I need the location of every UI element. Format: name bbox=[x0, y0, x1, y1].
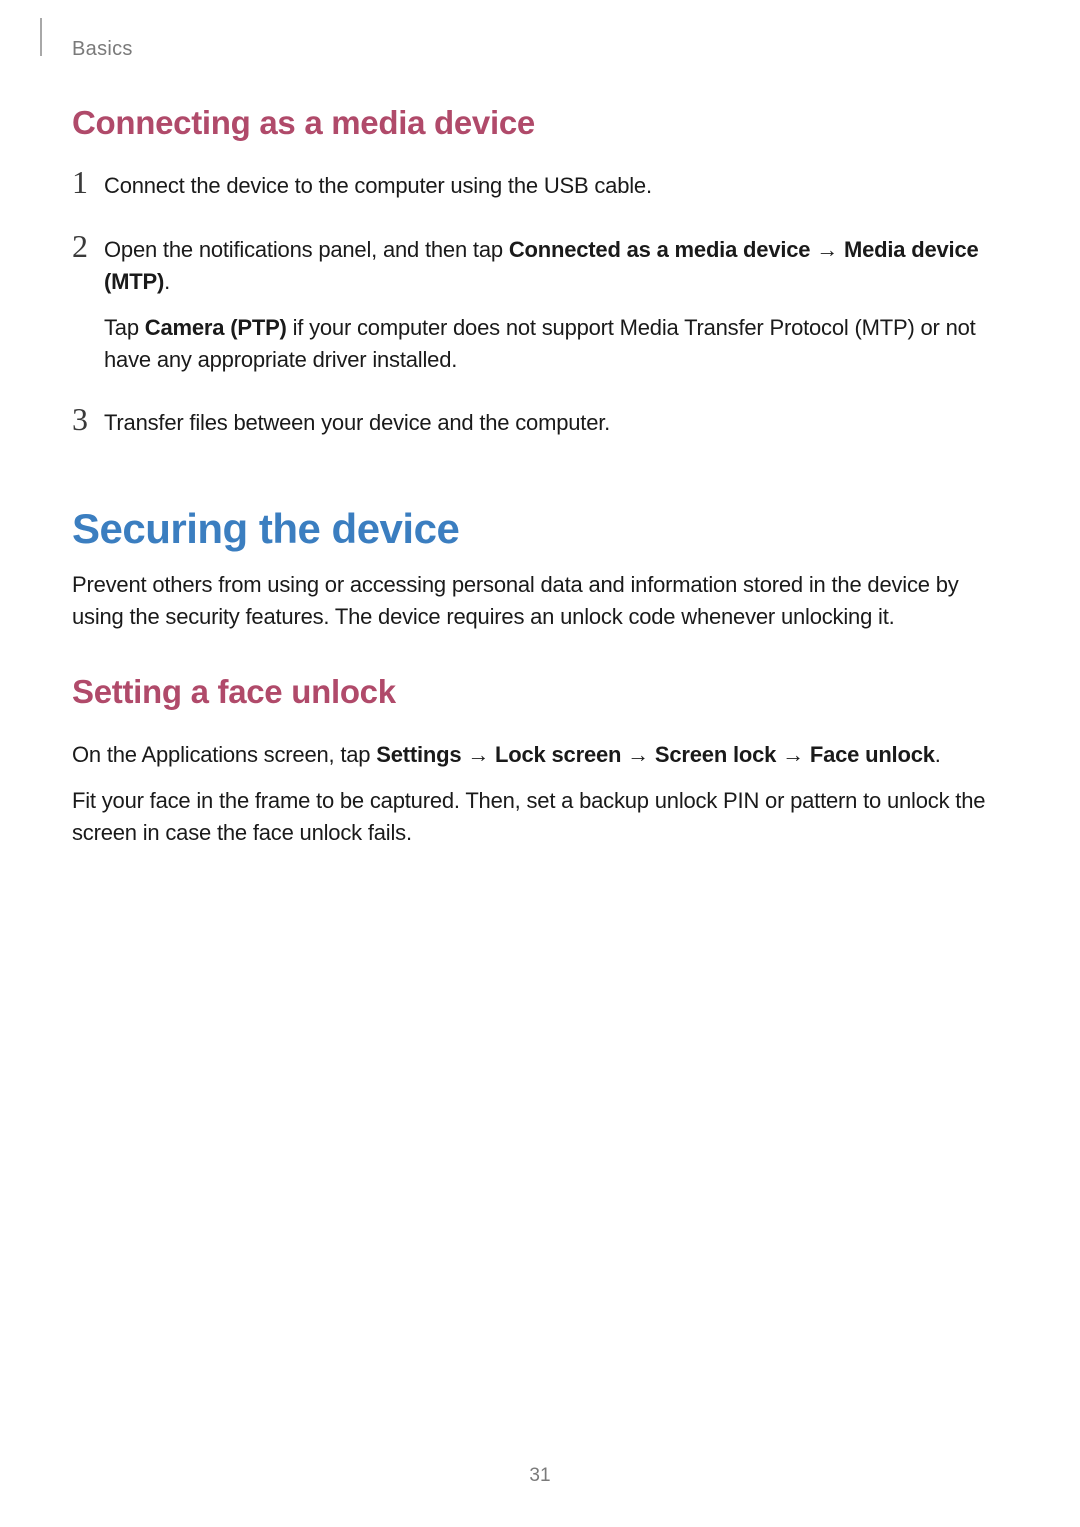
bold-run: Face unlock bbox=[810, 742, 935, 767]
step-body: Transfer files between your device and t… bbox=[104, 407, 1008, 453]
page-content: Connecting as a media device 1Connect th… bbox=[72, 104, 1008, 863]
heading-face-unlock: Setting a face unlock bbox=[72, 673, 1008, 711]
text-run: . bbox=[935, 742, 941, 767]
step-number: 3 bbox=[72, 403, 104, 435]
step-body: Connect the device to the computer using… bbox=[104, 170, 1008, 216]
bold-run: Camera (PTP) bbox=[145, 315, 287, 340]
body-paragraph: On the Applications screen, tap Settings… bbox=[72, 739, 1008, 771]
text-run: Tap bbox=[104, 315, 145, 340]
arrow-run: → bbox=[621, 742, 655, 767]
text-run: On the Applications screen, tap bbox=[72, 742, 376, 767]
step-number: 1 bbox=[72, 166, 104, 198]
header-divider bbox=[40, 18, 42, 56]
step-paragraph: Connect the device to the computer using… bbox=[104, 170, 1008, 202]
arrow-run: → bbox=[810, 237, 844, 262]
step-paragraph: Tap Camera (PTP) if your computer does n… bbox=[104, 312, 1008, 376]
text-run: Open the notifications panel, and then t… bbox=[104, 237, 509, 262]
arrow-run: → bbox=[776, 742, 810, 767]
text-run: Transfer files between your device and t… bbox=[104, 410, 610, 435]
bold-run: Connected as a media device bbox=[509, 237, 811, 262]
body-paragraph: Fit your face in the frame to be capture… bbox=[72, 785, 1008, 849]
numbered-steps: 1Connect the device to the computer usin… bbox=[72, 170, 1008, 453]
numbered-step: 3Transfer files between your device and … bbox=[72, 407, 1008, 453]
numbered-step: 2Open the notifications panel, and then … bbox=[72, 234, 1008, 390]
text-run: . bbox=[164, 269, 170, 294]
heading-connecting: Connecting as a media device bbox=[72, 104, 1008, 142]
step-paragraph: Open the notifications panel, and then t… bbox=[104, 234, 1008, 298]
step-number: 2 bbox=[72, 230, 104, 262]
arrow-run: → bbox=[461, 742, 495, 767]
heading-securing: Securing the device bbox=[72, 505, 1008, 553]
face-unlock-paragraphs: On the Applications screen, tap Settings… bbox=[72, 739, 1008, 849]
numbered-step: 1Connect the device to the computer usin… bbox=[72, 170, 1008, 216]
bold-run: Lock screen bbox=[495, 742, 621, 767]
step-paragraph: Transfer files between your device and t… bbox=[104, 407, 1008, 439]
bold-run: Settings bbox=[376, 742, 461, 767]
bold-run: Screen lock bbox=[655, 742, 776, 767]
header-section-label: Basics bbox=[72, 38, 133, 61]
securing-intro: Prevent others from using or accessing p… bbox=[72, 569, 1008, 633]
text-run: Fit your face in the frame to be capture… bbox=[72, 788, 985, 845]
text-run: Connect the device to the computer using… bbox=[104, 173, 652, 198]
page-number: 31 bbox=[0, 1465, 1080, 1487]
step-body: Open the notifications panel, and then t… bbox=[104, 234, 1008, 390]
